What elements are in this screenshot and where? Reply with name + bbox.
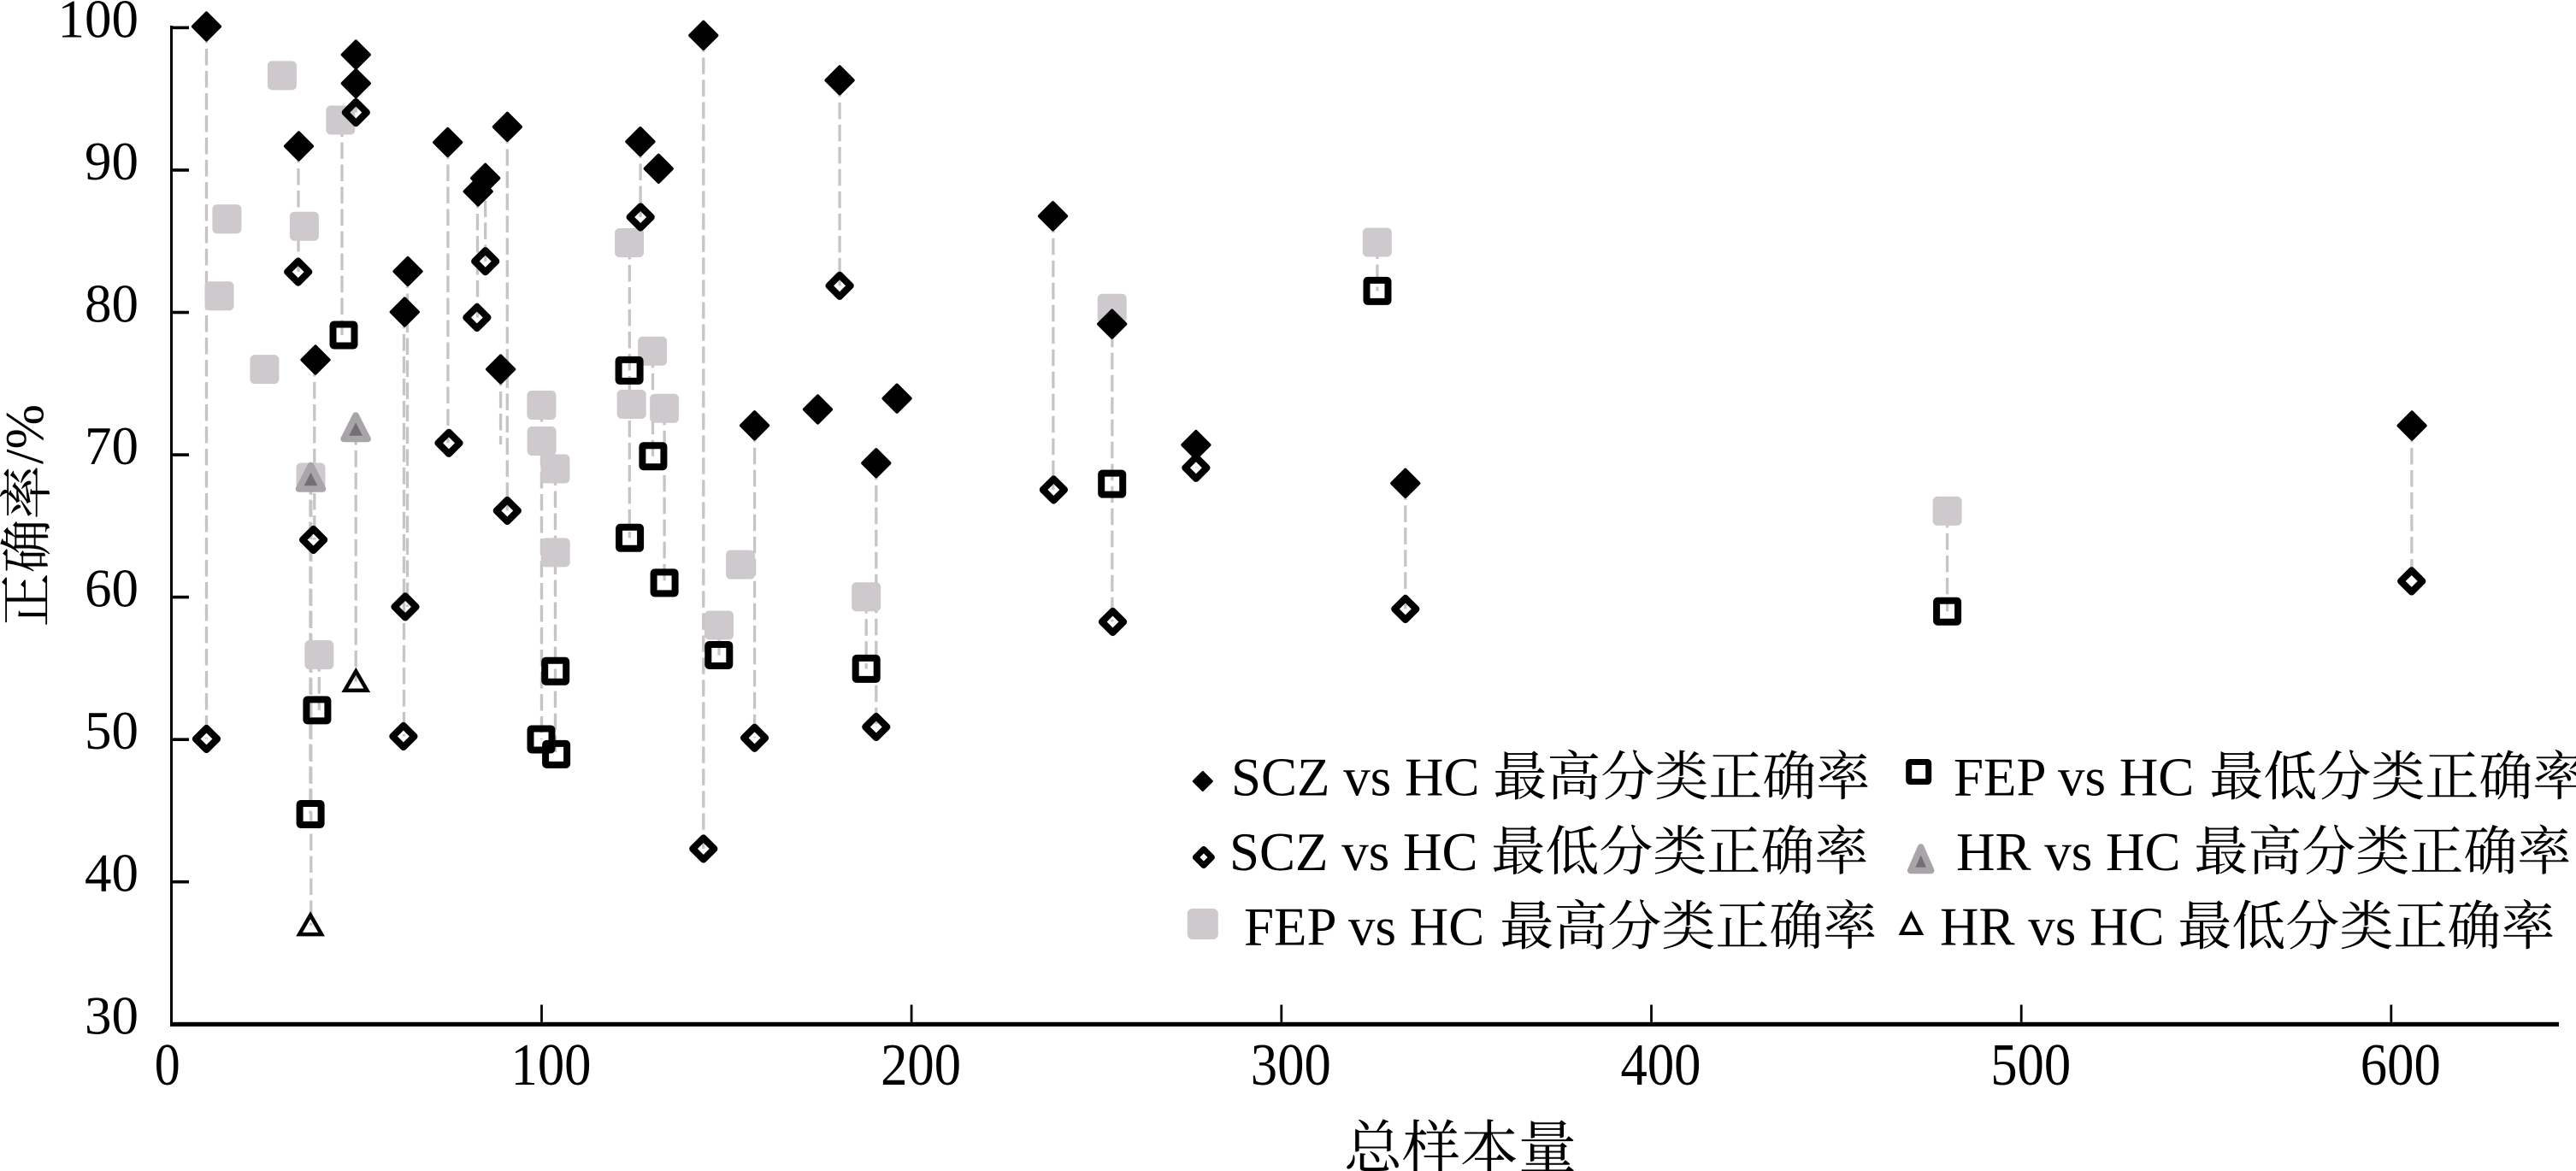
svg-text:200: 200 (881, 1033, 961, 1098)
svg-text:0: 0 (155, 1033, 180, 1098)
svg-text:SCZ vs HC: SCZ vs HC (1229, 822, 1478, 882)
svg-text:70: 70 (85, 416, 139, 476)
svg-text:HR vs HC: HR vs HC (1940, 897, 2165, 956)
svg-text:FEP vs HC: FEP vs HC (1244, 897, 1484, 956)
svg-text:600: 600 (2361, 1033, 2441, 1098)
svg-text:HR vs HC: HR vs HC (1956, 822, 2181, 882)
svg-text:40: 40 (85, 844, 139, 903)
svg-text:400: 400 (1621, 1033, 1701, 1098)
svg-text:80: 80 (85, 274, 139, 334)
svg-text:100: 100 (511, 1033, 592, 1098)
svg-text:100: 100 (58, 0, 139, 49)
svg-text:SCZ vs HC: SCZ vs HC (1231, 747, 1480, 807)
svg-text:60: 60 (85, 559, 139, 619)
svg-text:300: 300 (1251, 1033, 1331, 1098)
svg-text:50: 50 (85, 701, 139, 761)
svg-text:FEP vs HC: FEP vs HC (1954, 747, 2194, 807)
svg-text:30: 30 (85, 986, 139, 1045)
svg-text:500: 500 (1990, 1033, 2071, 1098)
svg-text:/%: /% (0, 404, 55, 464)
svg-text:90: 90 (85, 132, 139, 191)
